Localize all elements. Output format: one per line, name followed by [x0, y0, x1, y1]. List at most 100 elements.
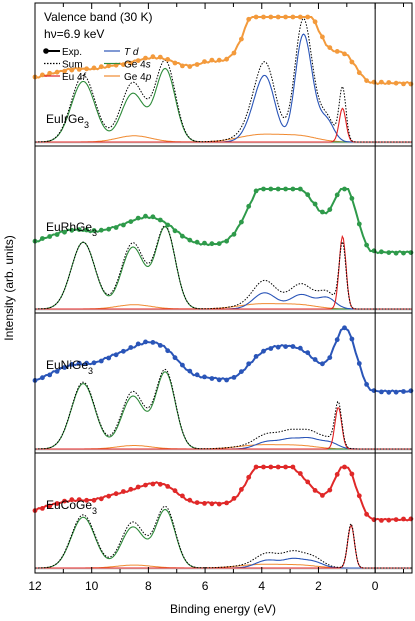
- exp-point: [165, 484, 171, 489]
- x-tick-label: 12: [28, 579, 42, 593]
- exp-point: [356, 70, 362, 76]
- exp-point: [371, 79, 377, 85]
- exp-point: [253, 188, 259, 194]
- exp-point: [261, 464, 266, 470]
- plot-frame: [34, 2, 413, 574]
- series-exp: [34, 326, 412, 394]
- exp-point: [239, 36, 244, 42]
- exp-point: [408, 81, 414, 87]
- exp-point: [364, 382, 369, 387]
- legend-item: Ge 4p: [104, 72, 152, 83]
- exp-point: [40, 375, 45, 381]
- exp-point: [40, 72, 45, 78]
- panel-label: EuIrGe3: [46, 112, 89, 130]
- exp-point: [342, 325, 347, 331]
- exp-point: [356, 221, 362, 227]
- exp-point: [320, 361, 325, 367]
- exp-point: [84, 360, 89, 366]
- exp-point: [84, 497, 89, 503]
- series-sum: [35, 225, 412, 310]
- exp-point: [40, 506, 45, 511]
- exp-point: [209, 57, 215, 63]
- exp-point: [393, 389, 399, 395]
- exp-point: [393, 250, 399, 256]
- exp-point: [187, 64, 193, 69]
- exp-point: [62, 229, 67, 235]
- series-eu4f: [35, 234, 412, 310]
- exp-point: [113, 491, 119, 497]
- exp-point: [187, 237, 193, 243]
- exp-point: [143, 482, 148, 488]
- exp-point: [128, 60, 134, 66]
- exp-point: [84, 227, 89, 233]
- exp-point: [297, 14, 303, 20]
- series-ge4s: [35, 508, 412, 569]
- exp-point: [305, 350, 311, 356]
- legend-label: Eu 4f: [62, 72, 87, 83]
- exp-point: [150, 54, 156, 60]
- series-ge4s: [35, 226, 412, 310]
- exp-point: [349, 471, 355, 477]
- exp-point: [349, 196, 355, 201]
- exp-point: [202, 240, 207, 246]
- exp-point: [401, 81, 406, 87]
- panel-EuIrGe3: EuIrGe3: [32, 14, 414, 147]
- series-ge4s: [35, 67, 412, 143]
- exp-point: [349, 336, 355, 342]
- exp-point: [69, 67, 75, 73]
- exp-point: [261, 186, 266, 192]
- exp-point: [84, 66, 89, 72]
- series-eu4f: [35, 407, 412, 450]
- x-tick-label: 0: [372, 579, 379, 593]
- exp-point: [172, 488, 178, 494]
- exp-point: [290, 186, 296, 192]
- exp-point: [135, 215, 141, 221]
- exp-point: [47, 372, 53, 378]
- exp-point: [239, 369, 244, 374]
- exp-point: [209, 501, 215, 507]
- exp-point: [47, 503, 53, 509]
- exp-point: [180, 493, 185, 499]
- exp-point: [47, 234, 53, 239]
- exp-point: [216, 57, 222, 63]
- exp-point: [283, 344, 288, 349]
- exp-point: [165, 348, 171, 354]
- exp-point: [342, 186, 347, 192]
- exp-point: [327, 355, 333, 360]
- x-tick-label: 4: [258, 579, 265, 593]
- series-eu4f: [35, 107, 412, 143]
- exp-point: [69, 227, 75, 233]
- exp-point: [121, 222, 126, 228]
- exp-point: [143, 213, 148, 219]
- annotation-energy: hν=6.9 keV: [44, 27, 104, 41]
- x-axis-label: Binding energy (eV): [170, 602, 276, 616]
- series-sum: [35, 368, 412, 450]
- x-tick-label: 6: [202, 579, 209, 593]
- exp-point: [342, 464, 347, 470]
- legend-item: T d: [104, 47, 139, 58]
- exp-point: [216, 241, 222, 247]
- series-sum: [35, 17, 412, 143]
- exp-point: [283, 464, 288, 470]
- panel-label: EuCoGe3: [46, 498, 97, 516]
- exp-point: [113, 225, 119, 230]
- exp-point: [356, 493, 362, 499]
- exp-point: [47, 70, 53, 76]
- exp-point: [135, 58, 141, 63]
- exp-point: [76, 360, 82, 366]
- exp-point: [165, 57, 171, 62]
- panel-EuRhGe3: EuRhGe3: [32, 186, 414, 314]
- series-td: [35, 292, 412, 310]
- exp-point: [157, 54, 163, 60]
- exp-point: [371, 248, 377, 254]
- exp-point: [172, 355, 178, 361]
- exp-point: [320, 209, 325, 215]
- series-ge4p: [35, 133, 412, 143]
- exp-point: [312, 357, 318, 362]
- exp-point: [364, 242, 369, 248]
- legend-item: Exp.: [43, 47, 82, 58]
- exp-point: [342, 51, 347, 57]
- exp-point: [312, 201, 318, 207]
- exp-point: [305, 192, 311, 198]
